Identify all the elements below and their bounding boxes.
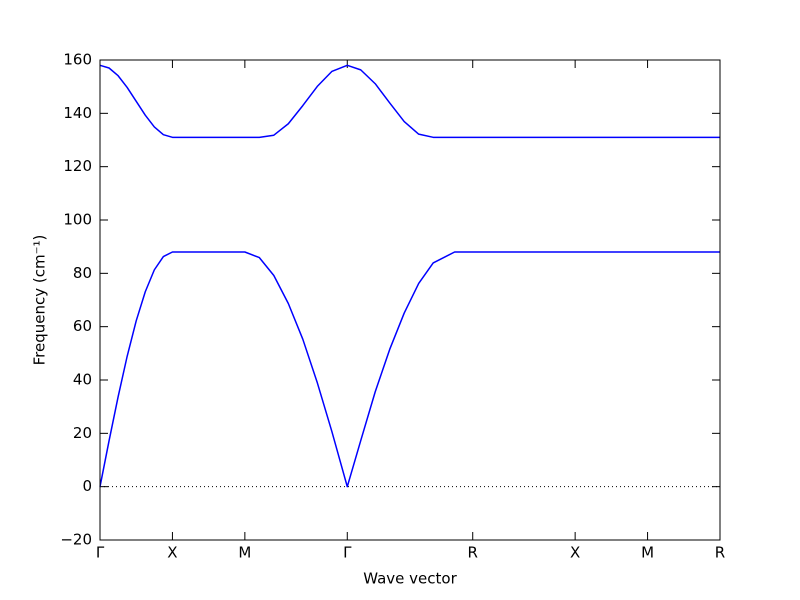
x-tick-label: X [570,544,580,562]
y-tick-label: −20 [60,531,92,549]
y-tick-label: 20 [73,424,92,442]
x-tick-label: M [238,544,251,562]
line-series [99,64,720,139]
x-tick-label: R [715,544,725,562]
y-tick-label: 160 [63,51,92,69]
y-axis-label: Frequency (cm⁻¹) [31,235,49,366]
y-tick-label: 0 [82,477,92,495]
x-tick-label: Γ [96,544,105,562]
y-tick-label: 80 [73,264,92,282]
line-series [99,251,720,488]
x-tick-label: Γ [343,544,352,562]
y-tick-label: 140 [63,104,92,122]
x-axis-label: Wave vector [363,570,457,588]
y-tick-label: 60 [73,317,92,335]
x-tick-label: X [167,544,177,562]
x-tick-label: M [641,544,654,562]
y-tick-label: 120 [63,157,92,175]
y-tick-label: 40 [73,371,92,389]
plot-frame [99,59,721,541]
y-tick-label: 100 [63,211,92,229]
x-tick-label: R [468,544,478,562]
